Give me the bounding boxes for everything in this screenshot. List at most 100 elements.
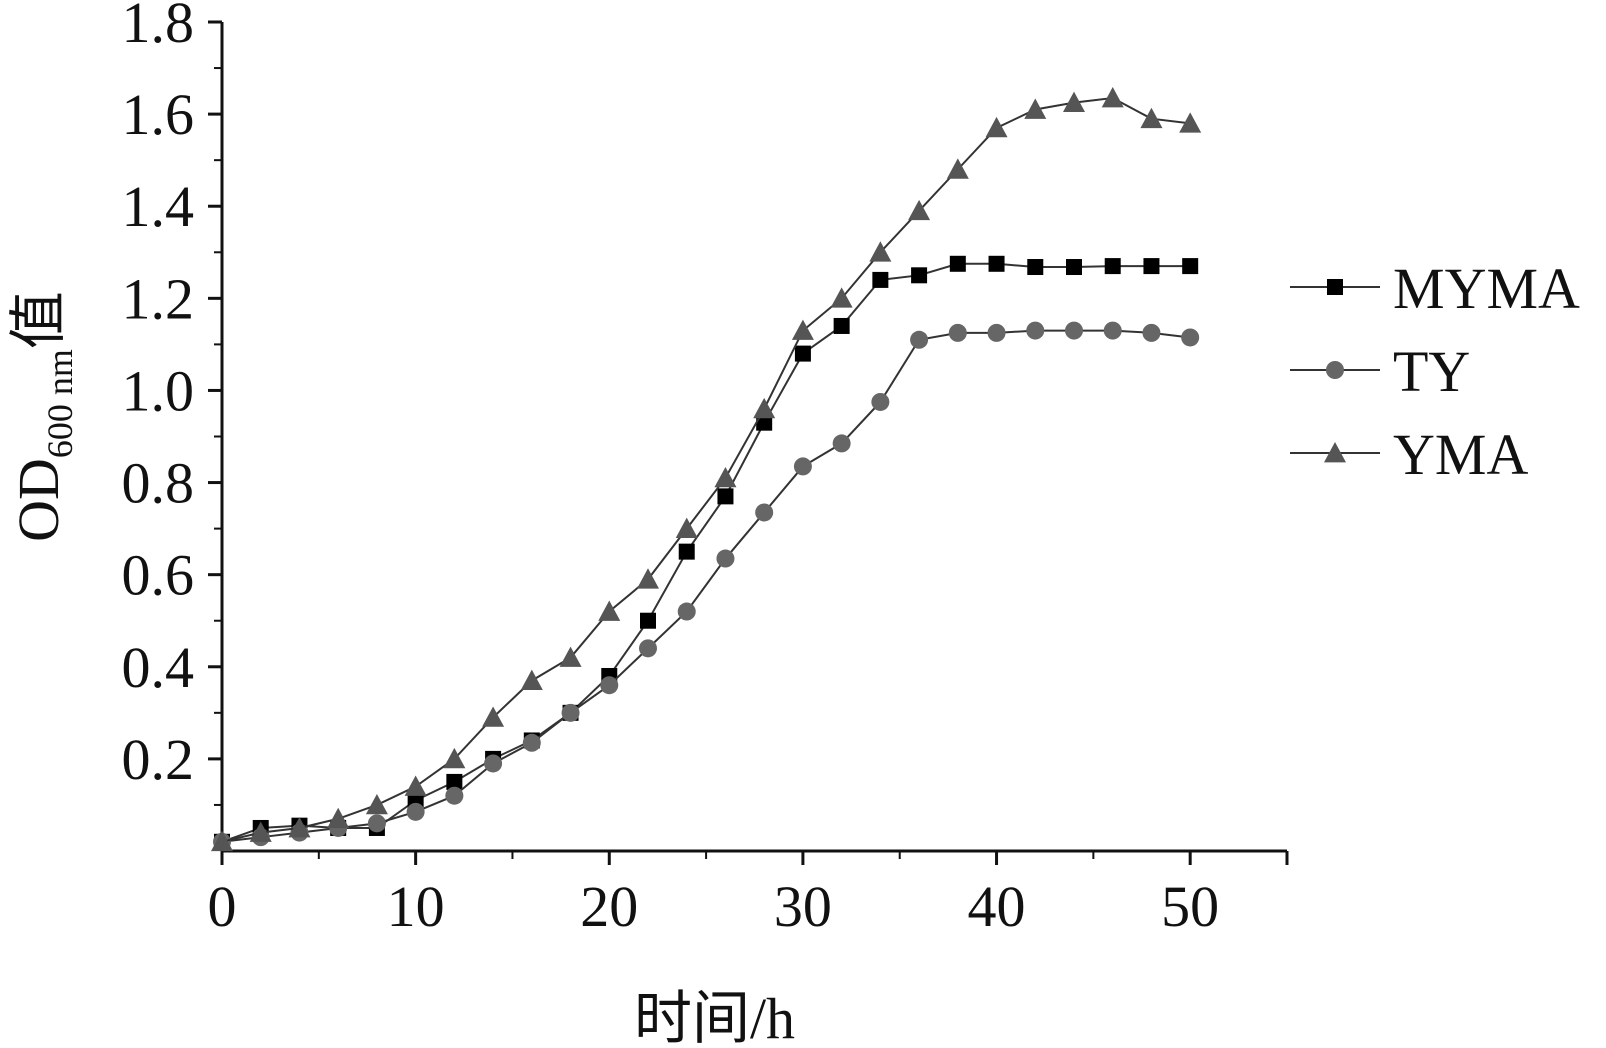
legend-label-ty: TY	[1393, 339, 1470, 404]
data-point-myma	[911, 267, 928, 284]
data-point-ty	[406, 802, 425, 821]
series-line-yma	[221, 96, 1191, 843]
data-point-myma	[1182, 258, 1199, 275]
data-point-myma	[640, 612, 656, 629]
y-axis-title-suffix: 值	[6, 291, 71, 349]
data-point-yma	[908, 199, 931, 221]
data-point-yma	[753, 397, 776, 419]
data-point-ty	[639, 639, 657, 658]
data-point-myma	[1104, 258, 1121, 275]
data-point-ty	[832, 434, 851, 453]
legend: MYMA TY YMA	[1290, 256, 1580, 487]
y-axis-title-main: OD	[6, 458, 71, 542]
data-point-myma	[794, 345, 811, 362]
x-tick-label: 30	[774, 874, 832, 939]
data-point-ty	[871, 392, 890, 411]
data-point-ty	[910, 330, 929, 349]
data-point-myma	[446, 773, 463, 790]
data-point-myma	[833, 317, 850, 334]
data-point-myma	[872, 271, 889, 288]
data-point-yma	[443, 747, 466, 769]
data-point-ty	[367, 814, 386, 833]
data-point-yma	[791, 319, 814, 340]
data-point-yma	[637, 568, 659, 589]
data-point-ty	[561, 703, 580, 722]
axes	[220, 22, 1287, 853]
legend-label-yma: YMA	[1393, 422, 1528, 487]
data-point-myma	[678, 543, 695, 560]
series-yma	[211, 86, 1202, 852]
data-point-yma	[598, 600, 621, 621]
x-tick-label: 40	[968, 874, 1026, 939]
data-point-myma	[717, 488, 734, 505]
legend-label-myma: MYMA	[1393, 256, 1580, 321]
data-point-myma	[1066, 259, 1082, 276]
data-point-yma	[714, 466, 737, 488]
x-tick-label: 20	[580, 874, 638, 939]
data-point-ty	[755, 503, 774, 522]
x-axis-title: 时间/h	[634, 986, 795, 1048]
data-point-yma	[985, 116, 1008, 138]
data-point-yma	[1179, 112, 1202, 133]
data-point-yma	[249, 821, 272, 842]
data-point-ty	[484, 754, 503, 773]
y-tick-label: 0.8	[122, 451, 195, 516]
y-axis-title: OD600 nm值	[6, 291, 80, 542]
data-point-yma	[1024, 98, 1047, 119]
data-point-ty	[1103, 321, 1122, 340]
data-point-yma	[365, 793, 388, 815]
data-point-ty	[716, 549, 735, 568]
data-point-ty	[1065, 321, 1083, 340]
data-point-ty	[1026, 321, 1045, 340]
series-line-myma	[221, 262, 1191, 843]
x-tick-label: 0	[208, 874, 237, 939]
data-point-yma	[559, 646, 582, 667]
data-point-yma	[675, 517, 698, 538]
y-tick-label: 0.6	[122, 543, 195, 608]
y-tick-label: 1.2	[122, 266, 195, 331]
data-point-yma	[327, 807, 350, 829]
data-point-yma	[482, 706, 505, 727]
data-point-ty	[677, 602, 696, 621]
legend-marker-myma	[1327, 279, 1343, 295]
data-point-yma	[1140, 107, 1163, 129]
data-point-ty	[445, 786, 464, 805]
x-tick-label: 50	[1161, 874, 1219, 939]
data-point-yma	[288, 816, 311, 838]
data-point-yma	[404, 775, 427, 796]
data-point-yma	[1101, 86, 1124, 108]
data-point-yma	[1063, 91, 1085, 112]
data-point-yma	[211, 830, 233, 852]
data-point-ty	[793, 457, 812, 476]
data-point-ty	[600, 676, 619, 695]
data-point-ty	[1142, 323, 1161, 342]
data-point-yma	[520, 669, 543, 690]
data-point-myma	[756, 414, 773, 431]
data-point-myma	[988, 255, 1005, 272]
legend-marker-ty	[1326, 361, 1344, 379]
y-tick-label: 0.2	[122, 727, 195, 792]
data-point-ty	[522, 733, 541, 752]
data-point-yma	[869, 241, 892, 262]
data-point-yma	[830, 287, 853, 308]
y-tick-label: 0.4	[122, 635, 195, 700]
data-point-myma	[1027, 259, 1044, 276]
svg-text:OD600 nm值: OD600 nm值	[6, 291, 80, 542]
y-axis-title-subscript: 600 nm	[40, 349, 80, 458]
data-point-ty	[948, 323, 967, 342]
data-point-ty	[987, 323, 1006, 342]
x-tick-label: 10	[387, 874, 445, 939]
series-line-ty	[221, 329, 1191, 843]
y-tick-label: 1.8	[122, 0, 195, 55]
data-point-myma	[1143, 258, 1160, 275]
y-tick-label: 1.6	[122, 82, 195, 147]
y-tick-label: 1.4	[122, 174, 195, 239]
series-myma	[214, 255, 1199, 850]
legend-marker-yma	[1324, 442, 1346, 463]
y-tick-label: 1.0	[122, 358, 195, 423]
data-point-ty	[1181, 328, 1200, 347]
data-point-yma	[946, 158, 969, 179]
series-ty	[213, 321, 1200, 851]
data-point-myma	[949, 255, 966, 272]
